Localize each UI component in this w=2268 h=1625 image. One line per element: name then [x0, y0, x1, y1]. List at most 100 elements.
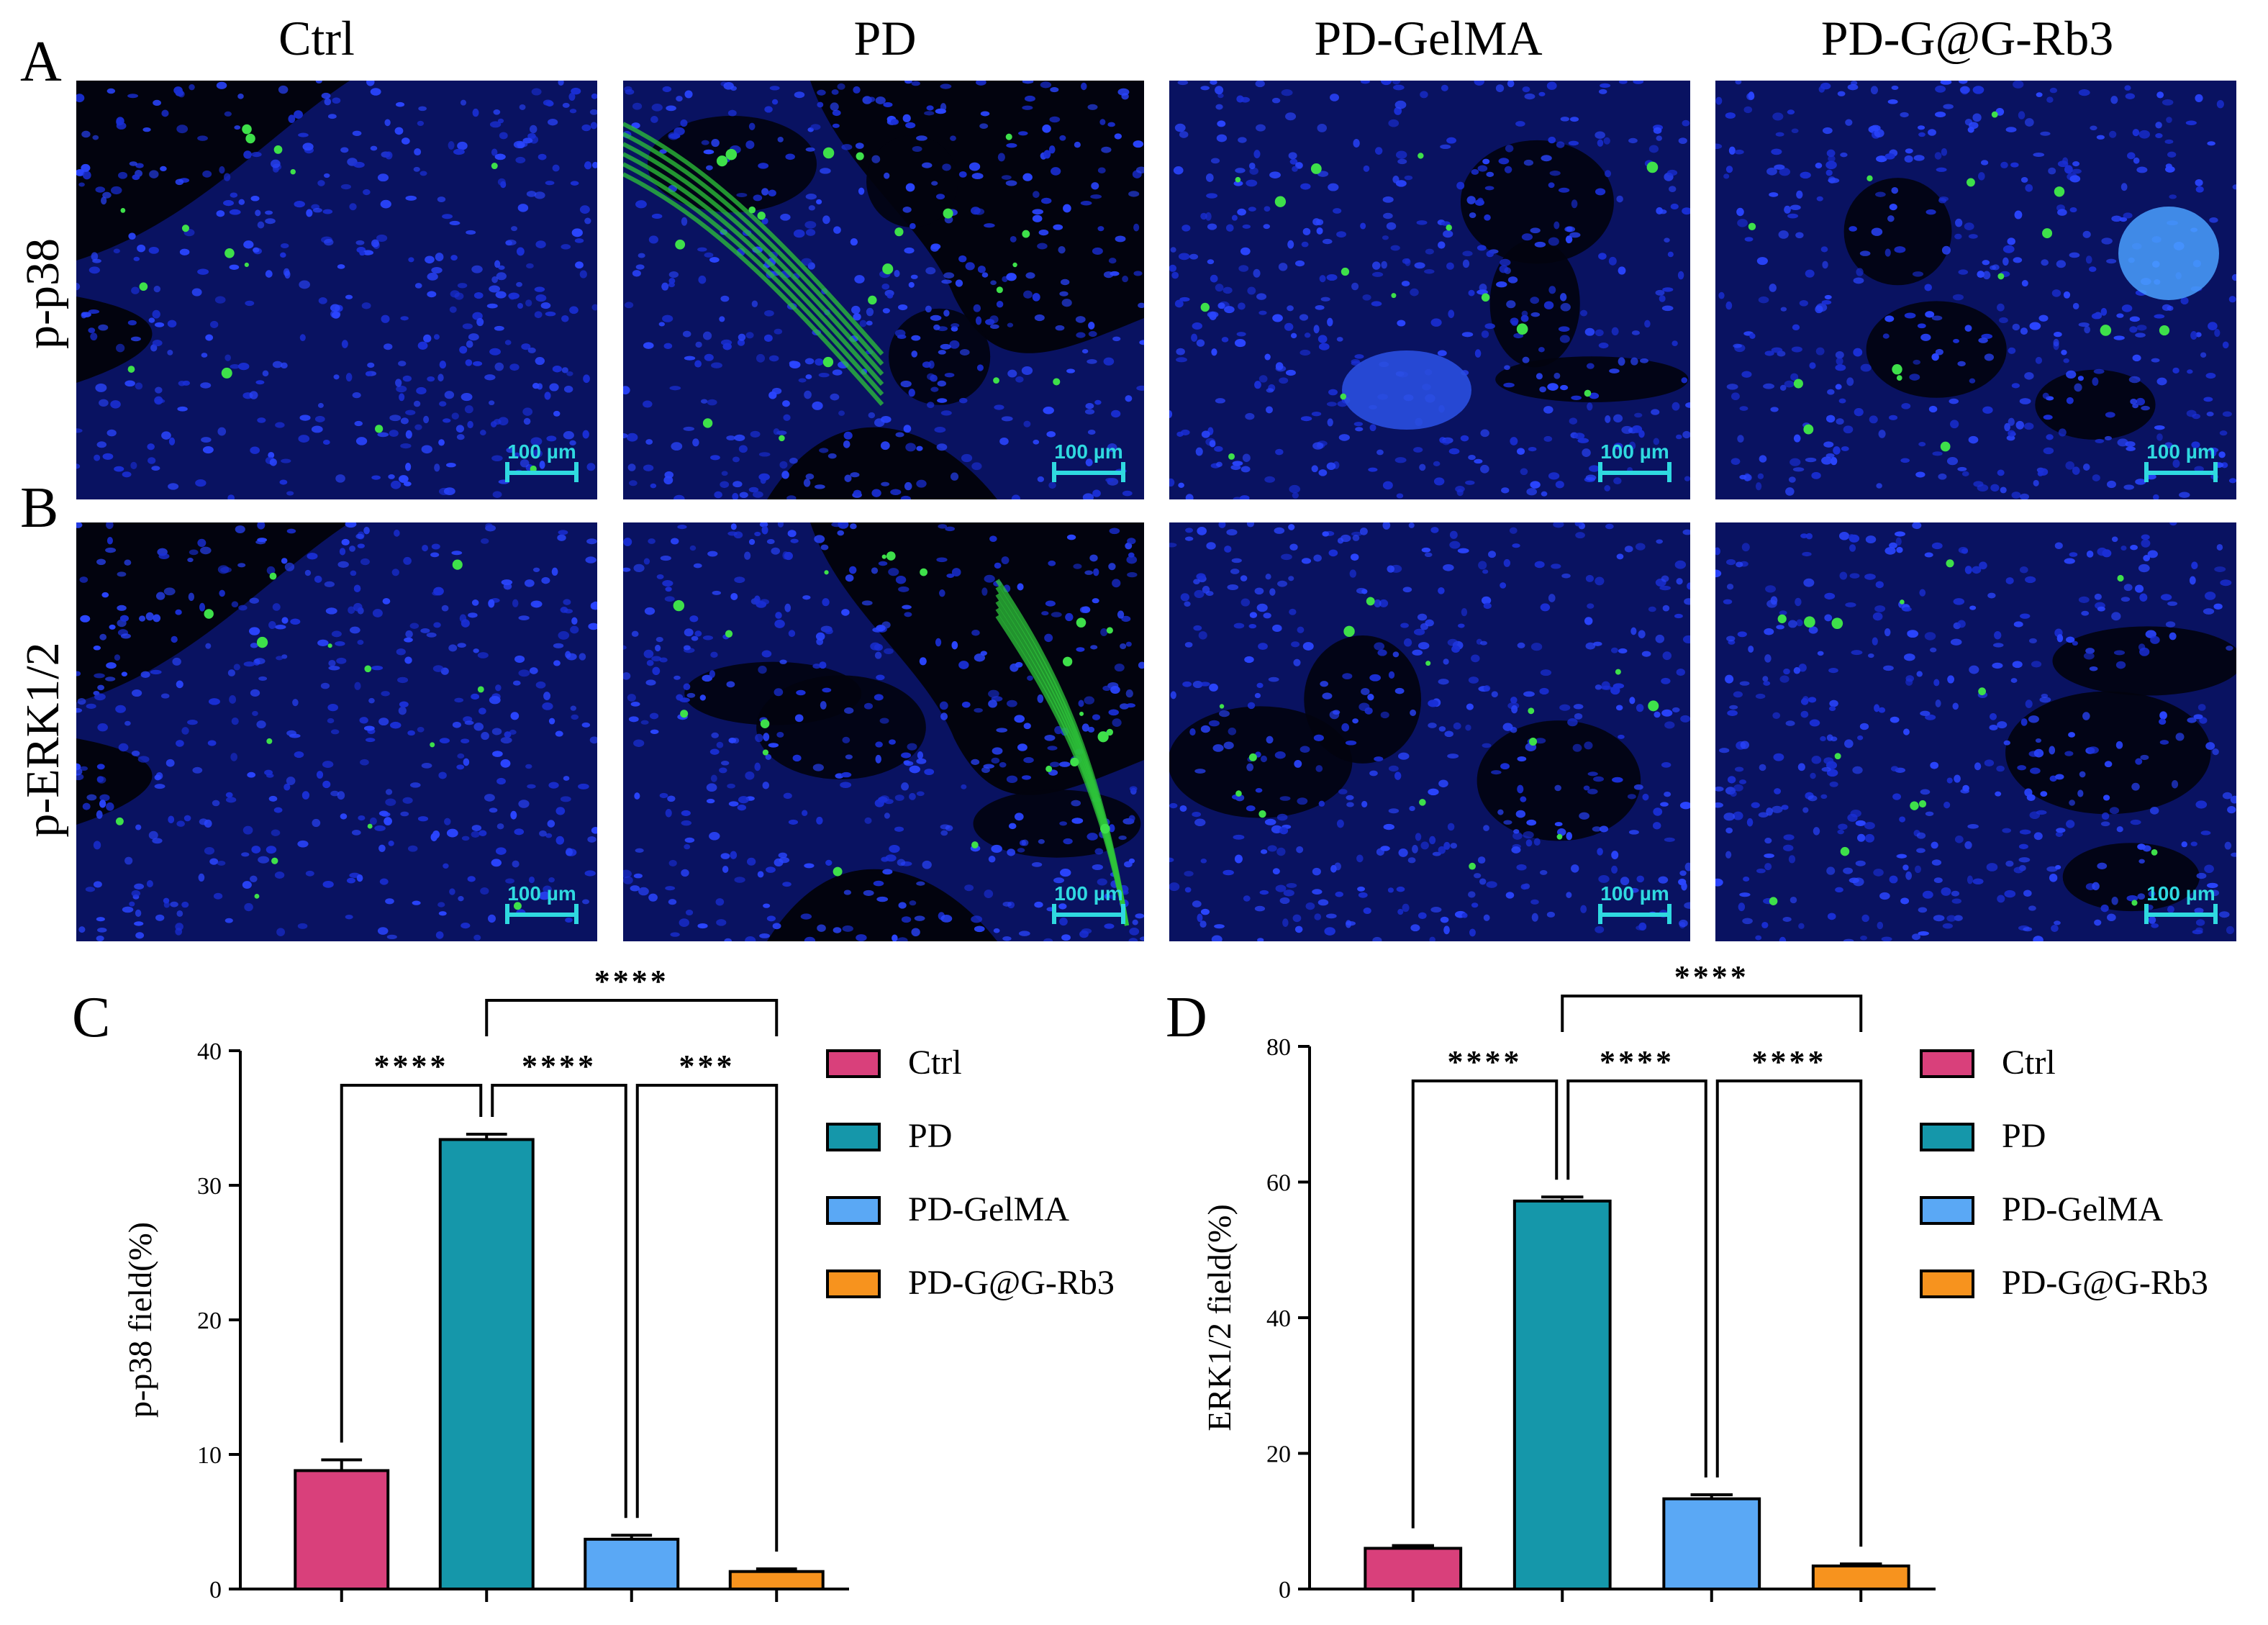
scale-bar-line — [505, 471, 579, 475]
legend-label: Ctrl — [908, 1044, 962, 1082]
column-title-pd-g-g-rb3: PD-G@G-Rb3 — [1820, 11, 2114, 65]
scale-bar-cap — [1598, 904, 1602, 924]
significance-label: **** — [1752, 1044, 1827, 1079]
micrograph-p-p38-pd-g-g-rb3: 100 µm — [1715, 81, 2236, 499]
scale-bar-cap — [505, 904, 509, 924]
scale-bar-cap — [1121, 462, 1125, 482]
tissue-image — [1169, 81, 1690, 499]
legend-swatch-pd-g-g-rb3 — [1920, 1269, 1974, 1298]
y-tick-label: 0 — [209, 1577, 222, 1603]
tissue-image — [623, 81, 1144, 499]
scale-bar-cap — [1121, 904, 1125, 924]
legend-label: Ctrl — [2002, 1044, 2056, 1082]
scale-bar-line — [2144, 471, 2218, 475]
legend-swatch-pd — [1920, 1123, 1974, 1151]
scale-bar-line — [1598, 913, 1671, 917]
panel-letter-d: D — [1166, 986, 1207, 1049]
panel-letter-c: C — [72, 986, 110, 1049]
legend-label: PD-GelMA — [2002, 1190, 2163, 1228]
y-tick-label: 40 — [197, 1038, 222, 1065]
significance-bracket — [1566, 1079, 1707, 1477]
scale-bar-line — [505, 913, 579, 917]
chart-erk: D 0 20 40 60 80 ERK1/2 field(%) **** **** **** ***… — [1166, 959, 2208, 1603]
bar-ctrl — [1364, 1547, 1463, 1591]
scale-bar-line — [2144, 913, 2218, 917]
scale-bar-label: 100 µm — [1054, 440, 1123, 463]
micrograph-p-erk1-2-pd-g-g-rb3: 100 µm — [1715, 522, 2236, 941]
significance-label: **** — [1674, 959, 1749, 995]
scale-bar-label: 100 µm — [2146, 440, 2215, 463]
scale-bar-line — [1052, 913, 1125, 917]
bar-pd — [438, 1138, 535, 1591]
legend-label: PD — [908, 1117, 952, 1155]
scale-bar-cap — [2213, 904, 2218, 924]
bar-pd-gelma — [1662, 1497, 1761, 1591]
significance-label: *** — [679, 1049, 735, 1084]
bar-pd-g-g-rb3 — [1811, 1564, 1910, 1591]
scale-bar-cap — [1667, 904, 1671, 924]
tissue-image — [1715, 81, 2236, 499]
legend-swatch-pd-gelma — [826, 1196, 881, 1225]
scale-bar-label: 100 µm — [2146, 882, 2215, 905]
micrograph-p-erk1-2-ctrl: 100 µm — [76, 522, 597, 941]
significance-label: **** — [1448, 1044, 1523, 1079]
scale-bar-label: 100 µm — [1054, 882, 1123, 905]
panel-letter-a: A — [20, 30, 62, 94]
y-axis-label: ERK1/2 field(%) — [1201, 1204, 1238, 1431]
micrograph-p-p38-pd: 100 µm — [623, 81, 1144, 499]
micrograph-p-erk1-2-pd-gelma: 100 µm — [1169, 522, 1690, 941]
scale-bar-cap — [1052, 904, 1056, 924]
scale-bar-label: 100 µm — [1600, 882, 1669, 905]
tissue-image — [1169, 522, 1690, 941]
y-tick-label: 60 — [1266, 1170, 1291, 1197]
tissue-image — [76, 81, 597, 499]
legend-swatch-ctrl — [1920, 1049, 1974, 1078]
y-tick-label: 80 — [1266, 1034, 1291, 1061]
significance-bracket — [1411, 1079, 1559, 1529]
legend-label: PD-G@G-Rb3 — [2002, 1264, 2208, 1302]
scale-bar-line — [1598, 471, 1671, 475]
y-tick-label: 0 — [1279, 1577, 1291, 1603]
scale-bar-cap — [2144, 462, 2149, 482]
scale-bar-label: 100 µm — [1600, 440, 1669, 463]
y-tick-label: 30 — [197, 1173, 222, 1200]
column-title-pd: PD — [853, 11, 917, 65]
scale-bar-cap — [1052, 462, 1056, 482]
bar-pd-gelma — [584, 1537, 680, 1590]
scale-bar: 100 µm — [1595, 440, 1674, 485]
scale-bar: 100 µm — [1049, 882, 1128, 927]
scale-bar-cap — [505, 462, 509, 482]
legend-swatch-pd-gelma — [1920, 1196, 1974, 1225]
scale-bar: 100 µm — [502, 440, 581, 485]
scale-bar: 100 µm — [502, 882, 581, 927]
significance-bracket — [1561, 995, 1863, 1032]
tissue-image — [76, 522, 597, 941]
significance-bracket — [485, 999, 779, 1036]
bar-pd — [1512, 1199, 1612, 1590]
scale-bar-cap — [2213, 462, 2218, 482]
scale-bar-cap — [574, 462, 579, 482]
legend-label: PD-G@G-Rb3 — [908, 1264, 1115, 1302]
significance-label: **** — [1600, 1044, 1674, 1079]
legend-label: PD — [2002, 1117, 2046, 1155]
legend-swatch-pd — [826, 1123, 881, 1151]
y-tick-label: 20 — [1266, 1441, 1291, 1468]
bar-pd-g-g-rb3 — [728, 1570, 825, 1591]
y-tick-label: 40 — [1266, 1305, 1291, 1332]
scale-bar-cap — [2144, 904, 2149, 924]
significance-bracket — [491, 1084, 627, 1518]
scale-bar-cap — [1598, 462, 1602, 482]
significance-bracket — [340, 1084, 483, 1443]
scale-bar-label: 100 µm — [507, 440, 576, 463]
panel-letter-b: B — [20, 476, 59, 540]
column-title-ctrl: Ctrl — [278, 11, 355, 65]
tissue-image — [623, 522, 1144, 941]
tissue-image — [1715, 522, 2236, 941]
micrograph-p-p38-pd-gelma: 100 µm — [1169, 81, 1690, 499]
significance-label: **** — [522, 1049, 597, 1084]
significance-label: **** — [374, 1049, 449, 1084]
column-title-pd-gelma: PD-GelMA — [1314, 11, 1543, 65]
row-label-p-p38: p-p38 — [17, 238, 69, 349]
scale-bar: 100 µm — [1595, 882, 1674, 927]
